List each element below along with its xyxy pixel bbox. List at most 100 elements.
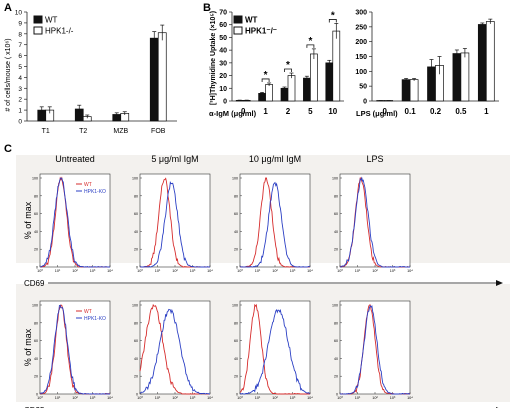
histogram-ylabel: % of max — [23, 328, 33, 366]
x-tick-label: 10¹ — [55, 269, 61, 273]
y-tick-label: 7 — [18, 42, 22, 49]
x-tick-label: 10⁰ — [37, 269, 43, 273]
y-tick-label: 40 — [34, 357, 38, 361]
y-tick-label: 100 — [32, 177, 38, 181]
panel-b-left-xtitle: α-IgM (μg/ml) — [209, 109, 257, 118]
x-tick-label: 10² — [372, 269, 378, 273]
histogram-ko — [39, 177, 110, 268]
x-tick-label: 10⁴ — [307, 396, 313, 400]
column-title: 10 μg/ml IgM — [249, 154, 301, 164]
panel-b-ylabel: [³H]Thymidine Uptake (×10⁵) — [210, 11, 217, 105]
category-label: 0.2 — [430, 107, 442, 116]
y-tick-label: 100 — [332, 304, 338, 308]
bar-ko — [485, 21, 495, 102]
x-tick-label: 10¹ — [255, 269, 261, 273]
y-tick-label: 80 — [134, 321, 138, 325]
x-tick-label: 10³ — [190, 396, 196, 400]
histogram-ko — [239, 308, 311, 395]
legend-label-ko-c: HPK1-KO — [84, 316, 106, 322]
y-tick-label: 20 — [34, 248, 38, 252]
y-tick-label: 0 — [136, 393, 138, 397]
category-label: T2 — [79, 128, 87, 135]
significance-bracket — [328, 19, 337, 23]
x-tick-label: 10³ — [290, 269, 296, 273]
y-tick-label: 60 — [234, 339, 238, 343]
bar-wt — [149, 37, 159, 122]
x-tick-label: 10² — [72, 269, 78, 273]
significance-star: * — [308, 36, 312, 47]
category-label: FOB — [151, 128, 166, 135]
panel-letter-c: C — [4, 143, 12, 155]
panel-letter-b: B — [203, 2, 211, 14]
histogram-ko — [39, 304, 110, 395]
x-tick-label: 10² — [272, 396, 278, 400]
bar-wt — [280, 87, 289, 102]
column-title: Untreated — [55, 154, 95, 164]
y-tick-label: 0 — [36, 393, 38, 397]
category-label: 0 — [382, 107, 387, 116]
x-tick-label: 10⁰ — [37, 396, 43, 400]
y-tick-label: 100 — [232, 304, 238, 308]
y-tick-label: 0 — [236, 266, 238, 270]
y-tick-label: 80 — [234, 194, 238, 198]
legend-label-wt-b: WT — [245, 16, 258, 25]
x-tick-label: 10¹ — [155, 269, 161, 273]
bar-wt — [258, 93, 266, 102]
y-tick-label: 40 — [234, 230, 238, 234]
y-tick-label: 60 — [219, 22, 227, 29]
x-tick-label: 10⁴ — [307, 269, 313, 273]
legend-label-ko-b: HPK1⁻/⁻ — [245, 27, 277, 36]
panel-letter-a: A — [4, 2, 12, 14]
legend-label-wt-c: WT — [84, 182, 92, 188]
x-tick-label: 10¹ — [155, 396, 161, 400]
panel-a-chart: # of cells/mouse ( x10⁶) WT HPK1-/- 0 1 2 3… — [5, 10, 177, 135]
x-tick-label: 10⁰ — [337, 269, 343, 273]
y-tick-label: 0 — [36, 266, 38, 270]
y-tick-label: 5 — [18, 64, 22, 71]
y-tick-label: 40 — [134, 357, 138, 361]
y-tick-label: 0 — [236, 393, 238, 397]
panel-b-left-chart: [³H]Thymidine Uptake (×10⁵) WT HPK1⁻/⁻ α… — [209, 10, 344, 118]
y-tick-label: 80 — [234, 321, 238, 325]
y-tick-label: 0 — [336, 393, 338, 397]
y-tick-label: 80 — [134, 194, 138, 198]
legend-swatch-ko — [33, 26, 43, 35]
y-tick-label: 20 — [134, 248, 138, 252]
y-tick-label: 0 — [336, 266, 338, 270]
x-tick-label: 10² — [272, 269, 278, 273]
panel-b-right-chart: LPS (μg/ml) 0 50 100 150 200 250 300 0 0.1 0.2 0.5… — [355, 10, 499, 118]
column-title: 5 μg/ml IgM — [151, 154, 198, 164]
significance-star: * — [264, 70, 268, 81]
y-tick-label: 200 — [355, 39, 367, 46]
x-tick-label: 10⁴ — [407, 396, 413, 400]
category-label: 10 — [328, 107, 337, 116]
y-tick-label: 20 — [219, 73, 227, 80]
marker-arrow-head — [496, 280, 503, 286]
legend-swatch-wt — [33, 15, 43, 24]
bar-ko — [157, 32, 167, 122]
panel-a-legend: WT HPK1-/- — [33, 15, 74, 36]
x-tick-label: 10⁰ — [137, 396, 143, 400]
bar-wt — [325, 62, 334, 102]
histogram-ko — [339, 305, 410, 395]
y-tick-label: 3 — [18, 86, 22, 93]
x-tick-label: 10⁰ — [137, 269, 143, 273]
category-label: 1 — [484, 107, 489, 116]
histogram-ko — [139, 181, 210, 268]
x-tick-label: 10² — [172, 269, 178, 273]
significance-star: * — [331, 10, 335, 21]
histogram-plot — [39, 173, 111, 268]
x-tick-label: 10³ — [90, 396, 96, 400]
x-tick-label: 10⁰ — [237, 269, 243, 273]
x-tick-label: 10³ — [190, 269, 196, 273]
legend-swatch-wt-b — [233, 15, 243, 24]
y-tick-label: 40 — [234, 357, 238, 361]
bar-ko — [409, 79, 419, 102]
category-label: 0 — [241, 107, 246, 116]
y-tick-label: 100 — [332, 177, 338, 181]
bar-ko — [332, 30, 341, 102]
bar-wt — [303, 77, 311, 102]
y-tick-label: 100 — [32, 304, 38, 308]
y-tick-label: 70 — [219, 10, 227, 17]
